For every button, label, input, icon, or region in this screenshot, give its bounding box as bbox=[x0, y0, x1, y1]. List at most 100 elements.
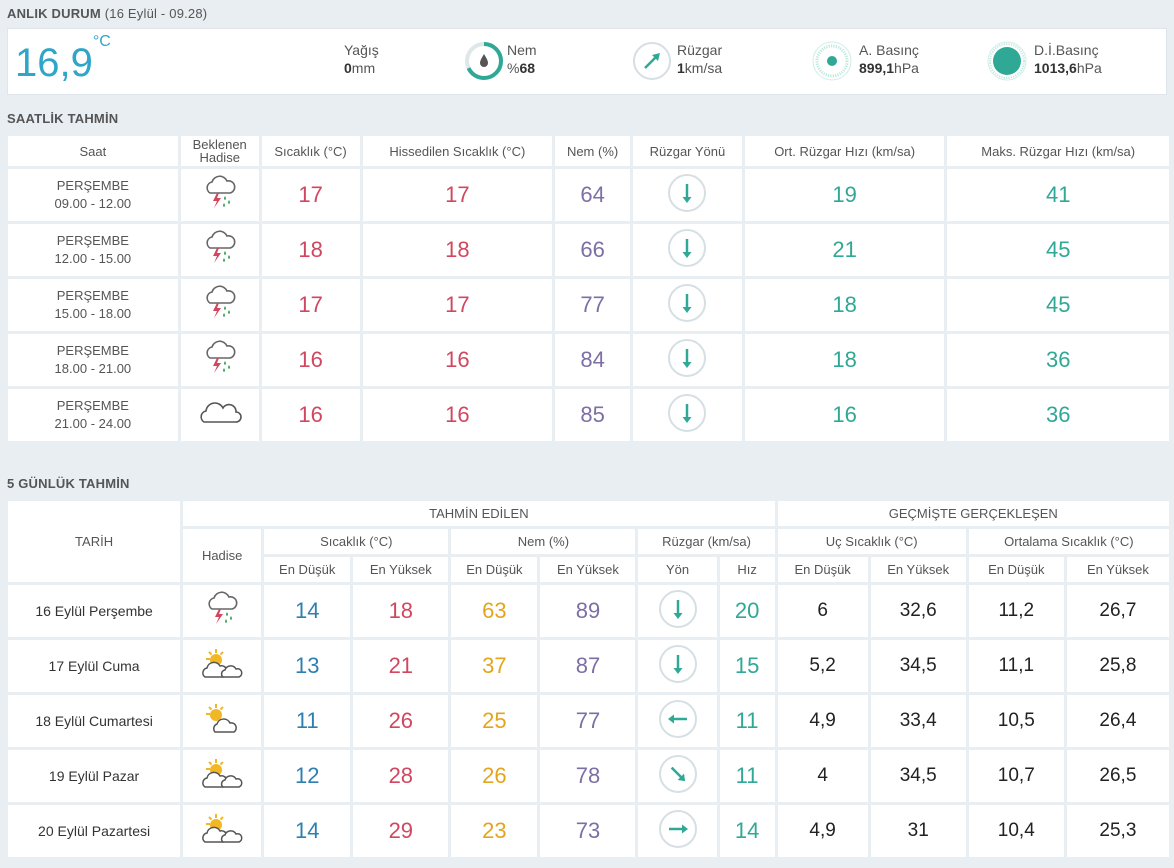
humidity-value: 68 bbox=[519, 60, 536, 76]
header-beklenen-hadise: Beklenen Hadise bbox=[180, 136, 259, 166]
header-hum-group: Nem (%) bbox=[451, 529, 636, 554]
current-title: ANLIK DURUM bbox=[7, 6, 101, 21]
current-subtitle: (16 Eylül - 09.28) bbox=[104, 6, 208, 21]
hourly-time-cell: PERŞEMBE 18.00 - 21.00 bbox=[8, 334, 178, 386]
header-extreme-min: En Düşük bbox=[777, 557, 868, 582]
current-temp-value: 16,9 bbox=[15, 41, 93, 85]
daily-temp-min: 11 bbox=[264, 695, 351, 747]
daily-extreme-min: 4,9 bbox=[777, 805, 868, 857]
hourly-feels-like: 18 bbox=[362, 224, 553, 276]
daily-wind-speed: 20 bbox=[719, 585, 775, 637]
header-beklenen: Beklenen bbox=[192, 137, 247, 152]
header-wind-speed: Hız bbox=[719, 557, 775, 582]
wind-direction-arrow-icon bbox=[638, 805, 717, 857]
daily-row: 16 Eylül Perşembe 14 18 63 89 20 6 32,6 11,2 26,7 bbox=[8, 585, 1169, 637]
hourly-avg-wind: 21 bbox=[744, 224, 945, 276]
wind-label: Rüzgar bbox=[677, 42, 723, 58]
header-extreme-max: En Yüksek bbox=[870, 557, 966, 582]
header-tarih: TARİH bbox=[8, 501, 181, 582]
hourly-max-wind: 36 bbox=[947, 389, 1169, 441]
hourly-forecast-table: Saat Beklenen Hadise Sıcaklık (°C) Hissed… bbox=[5, 133, 1172, 444]
hourly-max-wind: 41 bbox=[947, 169, 1169, 221]
daily-date: 18 Eylül Cumartesi bbox=[8, 695, 181, 747]
hourly-row: PERŞEMBE 12.00 - 15.00 18 18 66 21 45 bbox=[8, 224, 1169, 276]
daily-avg-min: 10,4 bbox=[968, 805, 1064, 857]
daily-hum-min: 63 bbox=[451, 585, 538, 637]
header-hadise-col: Hadise bbox=[183, 529, 262, 582]
wind-direction-arrow-icon bbox=[638, 695, 717, 747]
hourly-time-cell: PERŞEMBE 09.00 - 12.00 bbox=[8, 169, 178, 221]
wind-value: 1 bbox=[677, 60, 685, 76]
daily-extreme-min: 5,2 bbox=[777, 640, 868, 692]
pressure-block: A. Basınç 899,1hPa bbox=[859, 41, 919, 77]
daily-row: 17 Eylül Cuma 13 21 37 87 15 5,2 34,5 11,1 25,8 bbox=[8, 640, 1169, 692]
hourly-humidity: 66 bbox=[555, 224, 631, 276]
daily-avg-max: 26,5 bbox=[1066, 750, 1169, 802]
hourly-row: PERŞEMBE 18.00 - 21.00 16 16 84 18 36 bbox=[8, 334, 1169, 386]
header-hissedilen: Hissedilen Sıcaklık (°C) bbox=[362, 136, 553, 166]
daily-extreme-min: 4 bbox=[777, 750, 868, 802]
pressure-icon bbox=[812, 41, 852, 81]
hourly-humidity: 85 bbox=[555, 389, 631, 441]
daily-row: 18 Eylül Cumartesi 11 26 25 77 11 4,9 33,4 10,5 2… bbox=[8, 695, 1169, 747]
hourly-avg-wind: 19 bbox=[744, 169, 945, 221]
daily-temp-max: 28 bbox=[353, 750, 449, 802]
daily-extreme-max: 33,4 bbox=[870, 695, 966, 747]
hourly-avg-wind: 16 bbox=[744, 389, 945, 441]
pressure-label: A. Basınç bbox=[859, 42, 919, 58]
hourly-time-range: 09.00 - 12.00 bbox=[54, 196, 132, 211]
hourly-feels-like: 16 bbox=[362, 389, 553, 441]
daily-extreme-min: 6 bbox=[777, 585, 868, 637]
daily-extreme-max: 34,5 bbox=[870, 640, 966, 692]
hourly-avg-wind: 18 bbox=[744, 279, 945, 331]
header-maks-ruzgar: Maks. Rüzgar Hızı (km/sa) bbox=[947, 136, 1169, 166]
daily-hum-max: 77 bbox=[540, 695, 636, 747]
wind-direction-arrow-icon bbox=[633, 389, 742, 441]
hourly-time-range: 18.00 - 21.00 bbox=[54, 361, 132, 376]
daily-avg-max: 26,4 bbox=[1066, 695, 1169, 747]
hourly-time-cell: PERŞEMBE 21.00 - 24.00 bbox=[8, 389, 178, 441]
header-wind-dir: Yön bbox=[638, 557, 717, 582]
header-hum-min: En Düşük bbox=[451, 557, 538, 582]
header-temp-group: Sıcaklık (°C) bbox=[264, 529, 449, 554]
header-nem: Nem (%) bbox=[555, 136, 631, 166]
header-wind-group: Rüzgar (km/sa) bbox=[638, 529, 775, 554]
daily-row: 19 Eylül Pazar 12 28 26 78 11 4 34,5 10,7 26,5 bbox=[8, 750, 1169, 802]
wind-direction-arrow-icon bbox=[633, 334, 742, 386]
precip-block: Yağış 0mm bbox=[344, 41, 379, 77]
hourly-day: PERŞEMBE bbox=[56, 288, 129, 303]
wind-direction-arrow-icon bbox=[633, 224, 742, 276]
daily-forecast-table: TARİH TAHMİN EDİLEN GEÇMİŞTE GERÇEKLEŞEN… bbox=[5, 498, 1172, 860]
wind-direction-arrow-icon bbox=[638, 585, 717, 637]
header-extreme-group: Uç Sıcaklık (°C) bbox=[777, 529, 966, 554]
hourly-temp: 16 bbox=[261, 389, 360, 441]
daily-hum-max: 89 bbox=[540, 585, 636, 637]
daily-temp-max: 26 bbox=[353, 695, 449, 747]
humidity-label: Nem bbox=[507, 42, 537, 58]
wind-direction-arrow-icon bbox=[633, 279, 742, 331]
current-section-title: ANLIK DURUM (16 Eylül - 09.28) bbox=[7, 6, 207, 21]
daily-hum-min: 23 bbox=[451, 805, 538, 857]
hourly-time-range: 12.00 - 15.00 bbox=[54, 251, 132, 266]
hourly-temp: 18 bbox=[261, 224, 360, 276]
thunder-rain-icon bbox=[180, 334, 259, 386]
hourly-row: PERŞEMBE 15.00 - 18.00 17 17 77 18 45 bbox=[8, 279, 1169, 331]
hourly-day: PERŞEMBE bbox=[56, 343, 129, 358]
hourly-max-wind: 36 bbox=[947, 334, 1169, 386]
header-temp-min: En Düşük bbox=[264, 557, 351, 582]
daily-temp-min: 13 bbox=[264, 640, 351, 692]
header-hadise: Hadise bbox=[199, 150, 240, 165]
hourly-max-wind: 45 bbox=[947, 224, 1169, 276]
hourly-time-range: 21.00 - 24.00 bbox=[54, 416, 132, 431]
daily-avg-max: 25,3 bbox=[1066, 805, 1169, 857]
precip-label: Yağış bbox=[344, 42, 379, 58]
header-saat: Saat bbox=[8, 136, 178, 166]
thunder-rain-icon bbox=[180, 169, 259, 221]
current-temp-unit: °C bbox=[92, 32, 111, 50]
header-avg-min: En Düşük bbox=[968, 557, 1064, 582]
hourly-day: PERŞEMBE bbox=[56, 398, 129, 413]
daily-avg-min: 11,2 bbox=[968, 585, 1064, 637]
daily-wind-speed: 11 bbox=[719, 750, 775, 802]
daily-avg-min: 10,7 bbox=[968, 750, 1064, 802]
header-ort-ruzgar: Ort. Rüzgar Hızı (km/sa) bbox=[744, 136, 945, 166]
